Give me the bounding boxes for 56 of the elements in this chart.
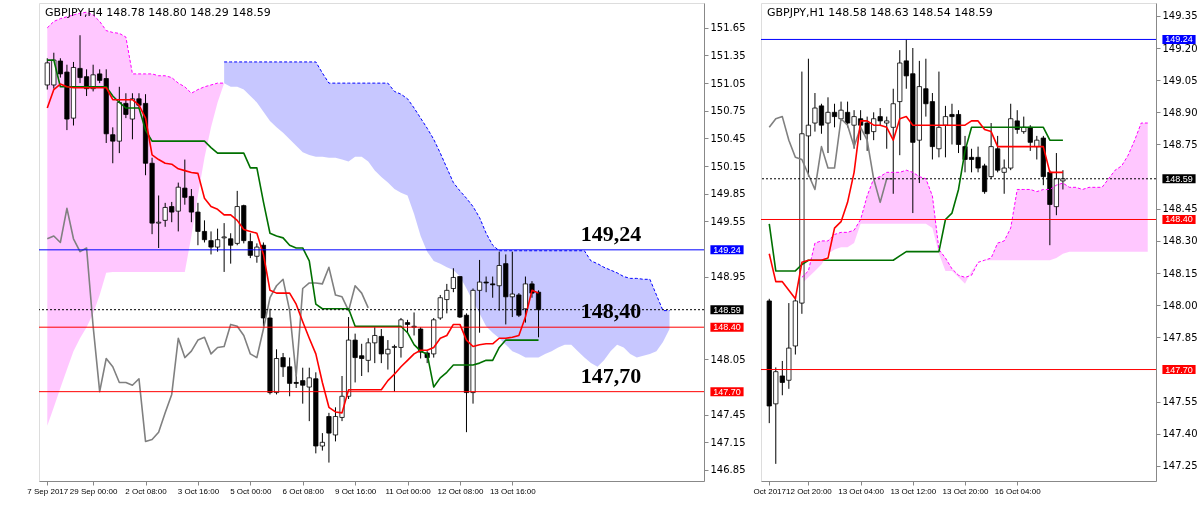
y-tick-label: 149.85	[710, 188, 746, 200]
y-tick-label: 149.35	[1162, 10, 1198, 22]
line-series	[46, 207, 370, 443]
y-tick-label: 147.45	[710, 409, 746, 421]
x-tick-label: 6 Oct 08:00	[282, 486, 325, 496]
x-tick-label: 12 Oct 20:00	[786, 486, 833, 496]
x-tick-label: 7 Sep 2017	[27, 486, 69, 496]
y-tick-label: 147.25	[1162, 460, 1198, 472]
x-tick-label: Oct 2017	[753, 486, 787, 496]
y-tick-label: 148.95	[710, 271, 746, 283]
y-tick-label: 148.05	[710, 353, 746, 365]
annotation: 148,40	[580, 298, 642, 324]
y-tick-label: 149.20	[1162, 42, 1198, 54]
x-tick-label: 3 Oct 16:00	[177, 486, 220, 496]
y-tick-label: 151.05	[710, 77, 746, 89]
y-tick-label: 148.75	[1162, 138, 1198, 150]
chart-title: GBPJPY,H4 148.78 148.80 148.29 148.59	[45, 6, 271, 19]
y-tick-label: 147.55	[1162, 396, 1198, 408]
x-tick-label: 13 Oct 16:00	[489, 486, 537, 496]
y-tick-label: 149.55	[710, 215, 746, 227]
y-tick-label: 148.90	[1162, 106, 1198, 118]
y-tick-label: 148.15	[1162, 267, 1198, 279]
ref-line-label: 148.59	[713, 304, 741, 315]
y-tick-label: 150.15	[710, 160, 746, 172]
ref-line-label: 149.24	[1165, 34, 1193, 45]
y-tick-label: 150.75	[710, 105, 746, 117]
y-tick-label: 149.05	[1162, 74, 1198, 86]
ref-line-label: 148.59	[1165, 173, 1193, 184]
annotation: 149,24	[580, 220, 642, 246]
y-tick-label: 148.00	[1162, 299, 1198, 311]
y-tick-label: 148.30	[1162, 235, 1198, 247]
y-tick-label: 147.85	[1162, 331, 1198, 343]
ref-line-label: 147.70	[713, 386, 741, 397]
y-tick-label: 150.45	[710, 132, 746, 144]
y-tick-label: 148.45	[1162, 203, 1198, 215]
x-tick-label: 12 Oct 08:00	[437, 486, 484, 496]
x-tick-label: 29 Sep 00:00	[69, 486, 118, 496]
chart-title: GBPJPY,H1 148.58 148.63 148.54 148.59	[767, 6, 993, 19]
annotation: 147,70	[580, 362, 642, 388]
y-tick-label: 147.15	[710, 436, 746, 448]
x-tick-label: 13 Oct 04:00	[838, 486, 885, 496]
x-tick-label: 9 Oct 16:00	[334, 486, 377, 496]
ref-line-label: 149.24	[713, 244, 741, 255]
y-tick-label: 151.35	[710, 50, 746, 61]
x-tick-label: 13 Oct 12:00	[890, 486, 937, 496]
ref-line-label: 147.70	[1165, 364, 1193, 375]
ref-line-label: 148.40	[713, 322, 741, 333]
ref-line-label: 148.40	[1165, 214, 1193, 225]
y-tick-label: 151.65	[710, 22, 746, 34]
x-tick-label: 5 Oct 00:00	[230, 486, 273, 496]
y-tick-label: 147.40	[1162, 428, 1198, 440]
x-tick-label: 16 Oct 04:00	[994, 486, 1042, 496]
x-tick-label: 11 Oct 00:00	[385, 486, 432, 496]
x-tick-label: 2 Oct 08:00	[125, 486, 168, 496]
y-tick-label: 146.85	[710, 464, 746, 476]
x-tick-label: 13 Oct 20:00	[942, 486, 989, 496]
